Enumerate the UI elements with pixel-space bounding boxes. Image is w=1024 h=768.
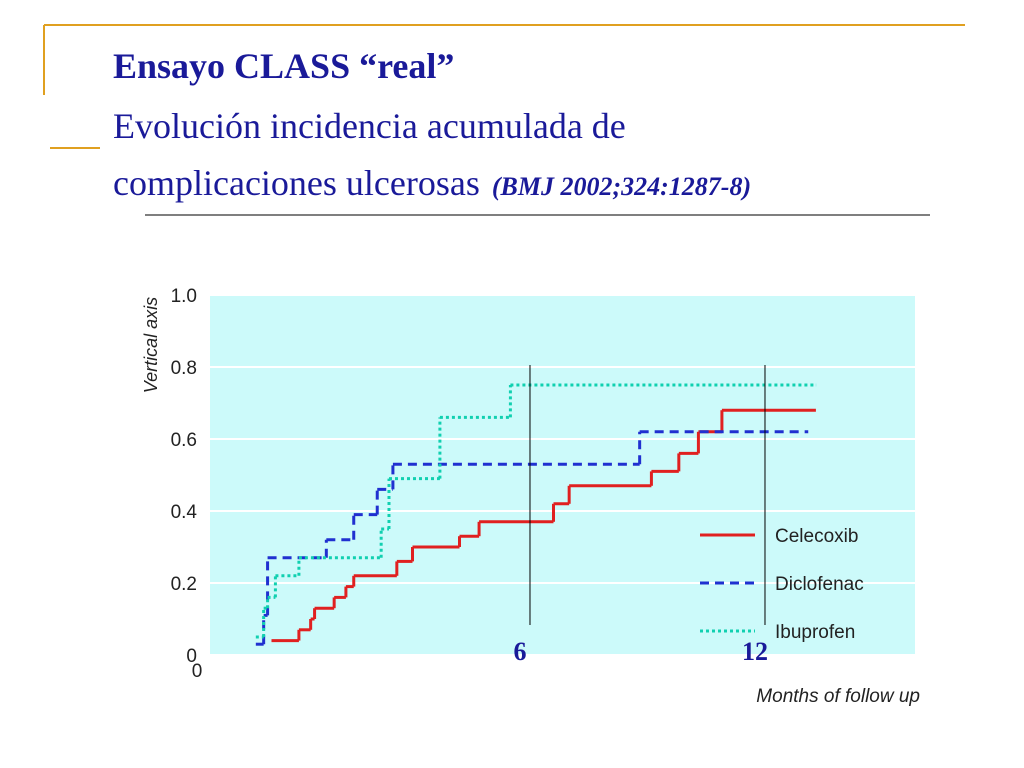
annotation-label: 6 <box>513 637 526 666</box>
y-tick-label: 0.8 <box>171 358 197 379</box>
annotation-label: 12 <box>742 637 768 666</box>
subtitle-text: complicaciones ulcerosas <box>113 163 480 203</box>
legend-label: Diclofenac <box>775 574 864 595</box>
slide-title: Ensayo CLASS “real” <box>113 46 454 86</box>
y-tick-label: 1.0 <box>171 286 197 307</box>
plot-area <box>210 295 915 655</box>
y-tick-label: 0.4 <box>171 502 198 523</box>
y-tick-label: 0.2 <box>171 574 197 595</box>
slide-subtitle: complicaciones ulcerosas (BMJ 2002;324:12… <box>113 163 751 203</box>
y-axis-label: Vertical axis <box>141 297 161 393</box>
slide-subtitle: Evolución incidencia acumulada de <box>113 106 626 146</box>
legend-label: Celecoxib <box>775 526 858 547</box>
chart: 0 0.2 0.4 0.6 0.8 1.0 0 Vertical axis Months of … <box>141 286 920 707</box>
reference: (BMJ 2002;324:1287-8) <box>492 172 751 201</box>
x-tick-label: 0 <box>192 661 203 682</box>
y-tick-label: 0.6 <box>171 430 197 451</box>
x-axis-label: Months of follow up <box>756 686 920 707</box>
legend-label: Ibuprofen <box>775 622 855 643</box>
y-tick-label: 0 <box>186 646 197 667</box>
